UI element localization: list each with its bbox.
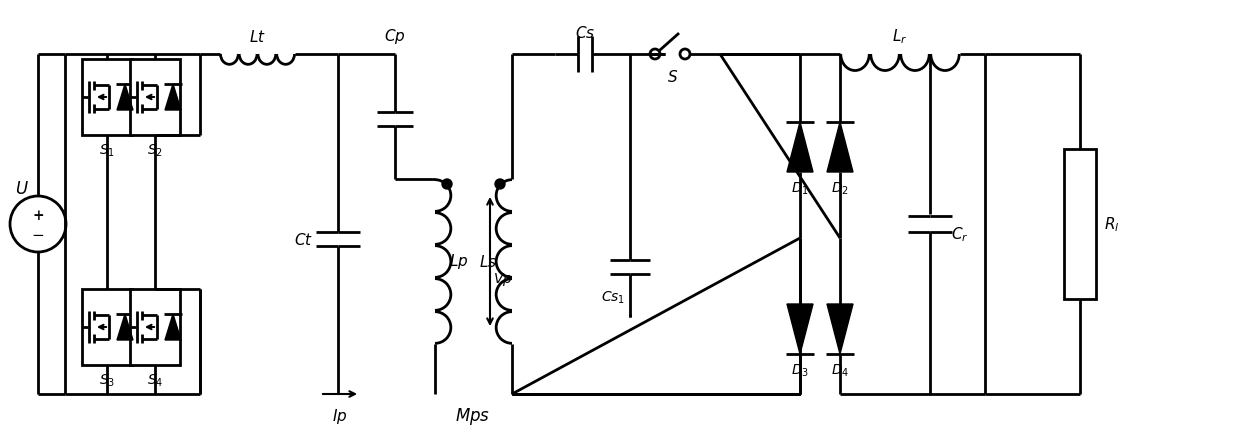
Bar — [82, 60, 131, 136]
Text: $D_4$: $D_4$ — [831, 362, 849, 378]
Text: $Cs_1$: $Cs_1$ — [601, 289, 625, 306]
Text: $Ls$: $Ls$ — [479, 253, 497, 270]
Polygon shape — [827, 304, 853, 354]
Text: $Mps$: $Mps$ — [455, 405, 491, 427]
Text: $Ct$: $Ct$ — [294, 231, 314, 247]
Polygon shape — [827, 123, 853, 173]
Text: $Cp$: $Cp$ — [384, 27, 405, 46]
Polygon shape — [787, 123, 813, 173]
Text: $U$: $U$ — [15, 181, 29, 198]
Text: $C_r$: $C_r$ — [951, 225, 968, 244]
Text: $S_4$: $S_4$ — [146, 372, 164, 388]
Text: $S_1$: $S_1$ — [99, 142, 115, 159]
Text: $D_1$: $D_1$ — [791, 181, 808, 197]
Text: $S_3$: $S_3$ — [99, 372, 115, 388]
Text: $S_2$: $S_2$ — [148, 142, 162, 159]
Bar — [82, 289, 131, 365]
Polygon shape — [787, 304, 813, 354]
Text: $Lt$: $Lt$ — [248, 29, 265, 45]
Polygon shape — [165, 314, 181, 340]
Text: $L_r$: $L_r$ — [893, 28, 908, 46]
Polygon shape — [117, 85, 133, 111]
Bar — [1064, 150, 1096, 299]
Text: $Cs$: $Cs$ — [575, 25, 595, 41]
Text: $S$: $S$ — [667, 69, 678, 85]
Text: −: − — [32, 228, 45, 243]
Polygon shape — [165, 85, 181, 111]
Text: +: + — [32, 208, 43, 223]
Circle shape — [441, 180, 453, 190]
Text: $D_2$: $D_2$ — [831, 181, 849, 197]
Bar — [130, 289, 180, 365]
Circle shape — [495, 180, 505, 190]
Text: $R_l$: $R_l$ — [1105, 215, 1120, 234]
Polygon shape — [117, 314, 133, 340]
Bar — [130, 60, 180, 136]
Text: $D_3$: $D_3$ — [791, 362, 808, 378]
Text: $Ip$: $Ip$ — [332, 407, 347, 425]
Text: $Vp$: $Vp$ — [494, 271, 513, 288]
Text: $Lp$: $Lp$ — [449, 252, 469, 271]
